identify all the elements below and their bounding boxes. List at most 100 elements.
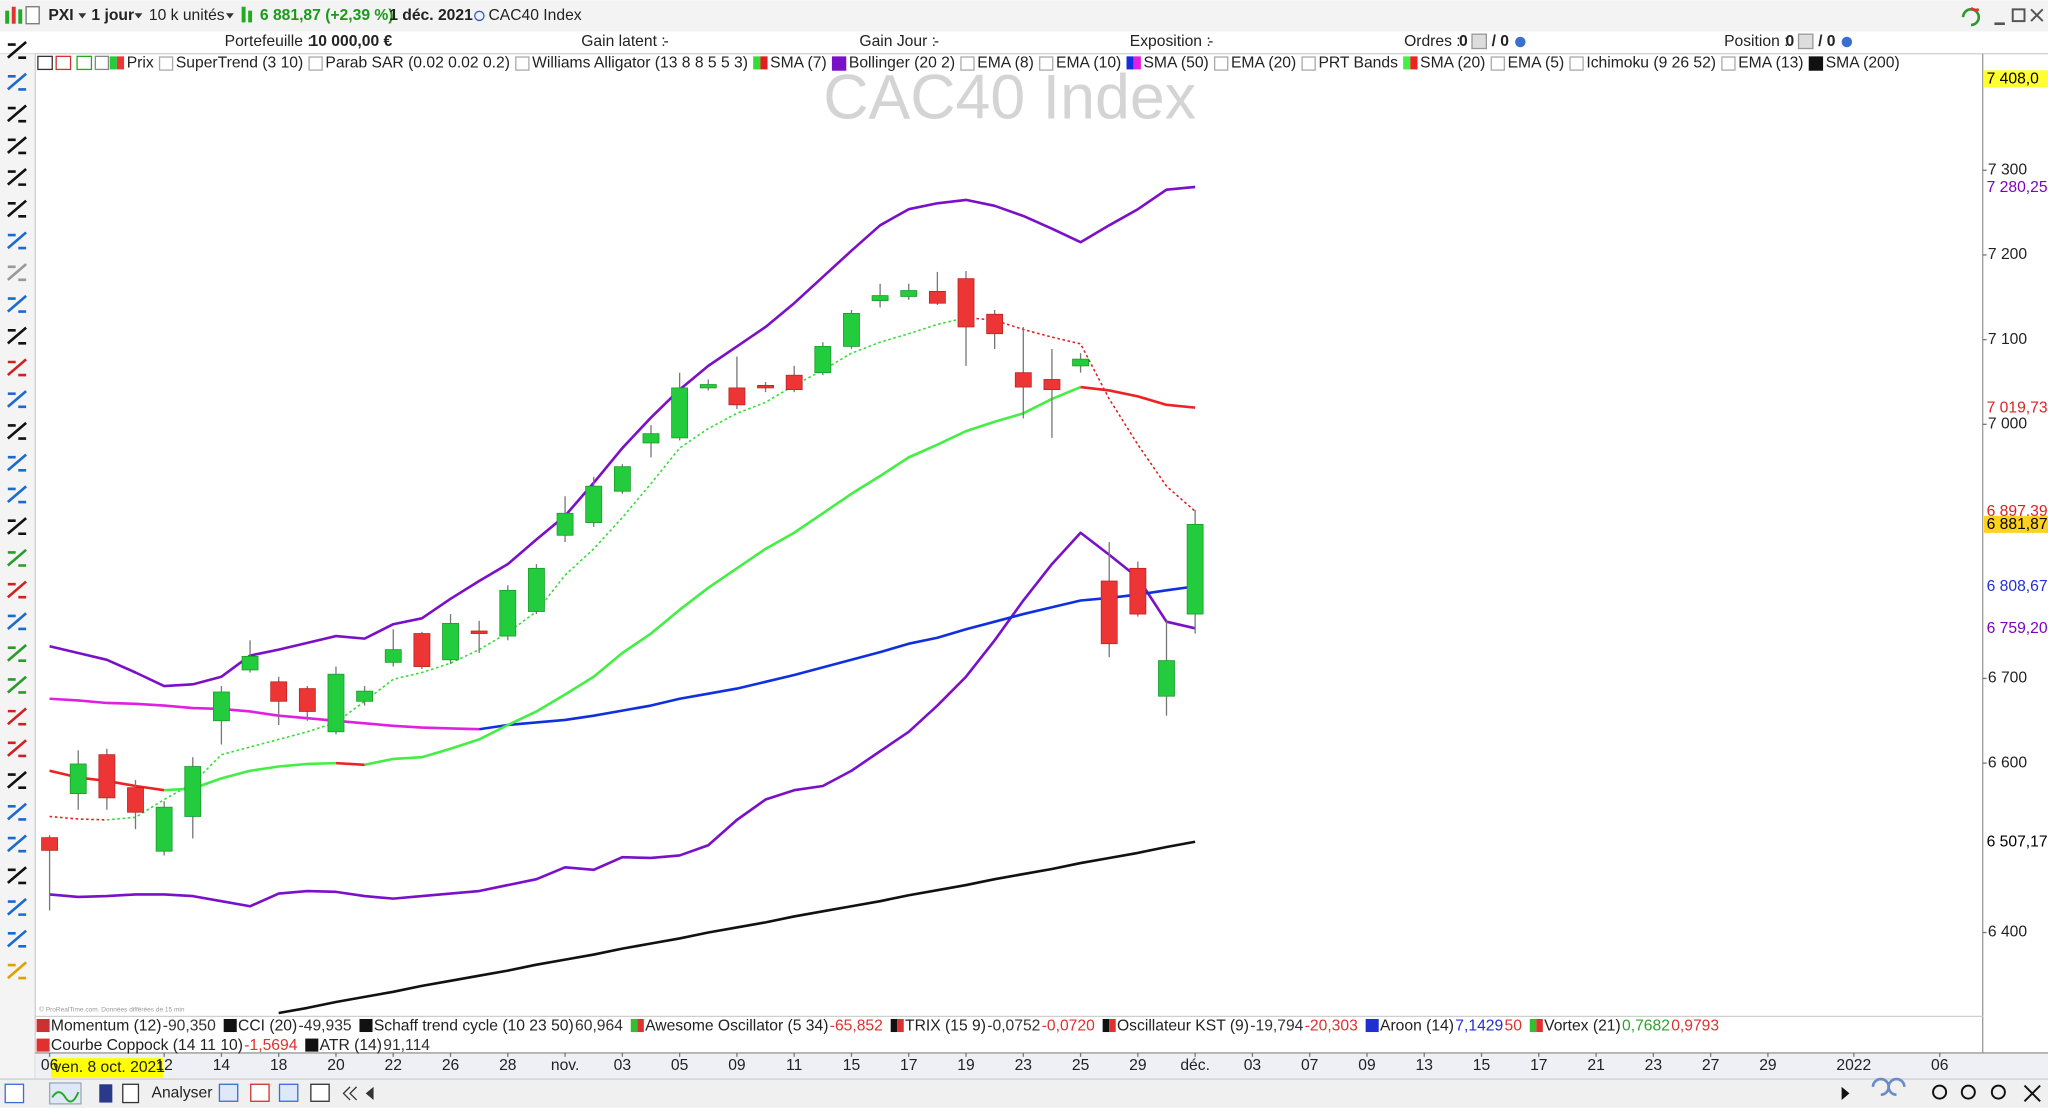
price-tag (1984, 178, 2048, 196)
icon[interactable] (25, 6, 40, 25)
fit[interactable] (2023, 1084, 2041, 1102)
oscillator: Aroon (14) 7,1429 50 (1365, 1017, 1522, 1034)
legend-label[interactable]: SMA (7) (770, 55, 827, 72)
legend-label[interactable]: SMA (50) (1143, 55, 1208, 72)
tool-icon[interactable] (6, 580, 27, 599)
tool-icon[interactable] (6, 390, 27, 409)
legend-label[interactable]: EMA (13) (1738, 55, 1803, 72)
tool-icon[interactable] (6, 771, 27, 789)
orders-icon[interactable] (1471, 33, 1488, 50)
tool-icon[interactable] (6, 358, 27, 377)
legend-label[interactable]: EMA (8) (977, 55, 1034, 72)
period[interactable]: 1 jour (91, 7, 134, 24)
tool-icon[interactable] (6, 961, 27, 980)
tool-icon[interactable] (6, 675, 27, 694)
maximize[interactable] (2011, 8, 2026, 23)
legend-label[interactable]: Ichimoku (9 26 52) (1586, 55, 1716, 72)
candle-body (757, 384, 774, 389)
legend-swatch (116, 56, 125, 70)
dropdown-arrow[interactable] (225, 13, 234, 19)
icon[interactable] (278, 1083, 299, 1102)
zoom-in[interactable] (1960, 1084, 1976, 1100)
orders-settings[interactable] (1515, 36, 1526, 48)
tool-icon[interactable] (6, 263, 27, 282)
legend-label[interactable]: SuperTrend (3 10) (176, 55, 303, 72)
icon[interactable] (310, 1083, 330, 1102)
close[interactable] (2030, 8, 2044, 22)
icon[interactable] (11, 6, 16, 24)
tool-icon[interactable] (6, 453, 27, 472)
tool-icon[interactable] (6, 548, 27, 567)
legend-label[interactable]: PRT Bands (1318, 55, 1398, 72)
chart-icon[interactable] (55, 55, 72, 71)
legend-swatch (1490, 56, 1505, 71)
toolbar-icons[interactable] (5, 6, 2044, 27)
tool-icon[interactable] (6, 167, 27, 186)
legend-label[interactable]: Parab SAR (0.02 0.02 0.2) (325, 55, 510, 72)
bottom-icons[interactable] (4, 1077, 2041, 1105)
drawing-tools[interactable] (6, 41, 27, 980)
tool-icon[interactable] (6, 707, 27, 726)
tool-icon[interactable] (6, 199, 27, 218)
scroll-left[interactable] (365, 1086, 374, 1100)
icon[interactable] (4, 1083, 25, 1104)
undo[interactable] (1871, 1077, 1890, 1097)
zoom-out[interactable] (1932, 1084, 1948, 1100)
tool-icon[interactable] (6, 231, 27, 250)
icon[interactable] (5, 10, 10, 24)
indicator-line (278, 840, 1196, 1015)
indicator-line (335, 761, 365, 767)
legend-label[interactable]: SMA (200) (1826, 55, 1900, 72)
tool-icon[interactable] (6, 644, 27, 663)
tool-icon[interactable] (6, 104, 27, 123)
legend-label[interactable]: Williams Alligator (13 8 8 5 5 3) (532, 55, 748, 72)
icon[interactable] (99, 1084, 113, 1103)
quantity[interactable]: 10 k unités (149, 7, 225, 24)
icon[interactable] (48, 1082, 82, 1105)
tool-icon[interactable] (6, 802, 27, 821)
candle-body (470, 630, 488, 634)
tool-icon[interactable] (6, 612, 27, 631)
sync-icon[interactable] (1961, 8, 1981, 27)
tool-icon[interactable] (6, 294, 27, 313)
tool-icon[interactable] (6, 517, 27, 536)
tool-icon[interactable] (6, 929, 27, 948)
scroll-right[interactable] (1841, 1086, 1850, 1100)
tool-icon[interactable] (6, 897, 27, 916)
position-settings[interactable] (1841, 36, 1853, 48)
position-icon[interactable] (1797, 33, 1814, 50)
icon[interactable] (250, 1083, 270, 1102)
sync-icon[interactable] (1970, 6, 1980, 12)
icon[interactable] (218, 1083, 239, 1102)
scroll-left[interactable] (342, 1086, 358, 1101)
tool-icon[interactable] (6, 739, 27, 758)
legend-label[interactable]: EMA (20) (1231, 55, 1296, 72)
candle-body (1129, 567, 1147, 615)
legend-label[interactable]: EMA (10) (1056, 55, 1121, 72)
redo[interactable] (1887, 1077, 1906, 1097)
legend-label[interactable]: SMA (20) (1420, 55, 1485, 72)
chart-icon[interactable] (76, 55, 93, 71)
icon[interactable] (122, 1083, 140, 1104)
tool-icon[interactable] (6, 41, 27, 59)
tool-icon[interactable] (6, 421, 27, 440)
tool-icon[interactable] (6, 72, 27, 91)
legend-label[interactable]: Prix (127, 55, 154, 72)
dropdown-arrow[interactable] (78, 13, 87, 19)
chart-icon[interactable] (37, 55, 53, 71)
oscillator-value: 0,9793 (1671, 1017, 1719, 1034)
zoom[interactable] (1990, 1084, 2006, 1100)
legend-label[interactable]: EMA (5) (1508, 55, 1565, 72)
tool-icon[interactable] (6, 326, 27, 345)
tool-icon[interactable] (6, 136, 27, 155)
tool-icon[interactable] (6, 834, 27, 853)
chart-icon[interactable] (94, 55, 110, 71)
dropdown-arrow[interactable] (134, 13, 143, 19)
legend-label[interactable]: Bollinger (20 2) (849, 55, 955, 72)
icon[interactable] (51, 1091, 80, 1103)
icon[interactable] (18, 9, 23, 24)
symbol[interactable]: PXI (48, 7, 73, 24)
tool-icon[interactable] (6, 866, 27, 885)
analyse-button[interactable]: Analyser (152, 1085, 213, 1102)
tool-icon[interactable] (6, 485, 27, 504)
